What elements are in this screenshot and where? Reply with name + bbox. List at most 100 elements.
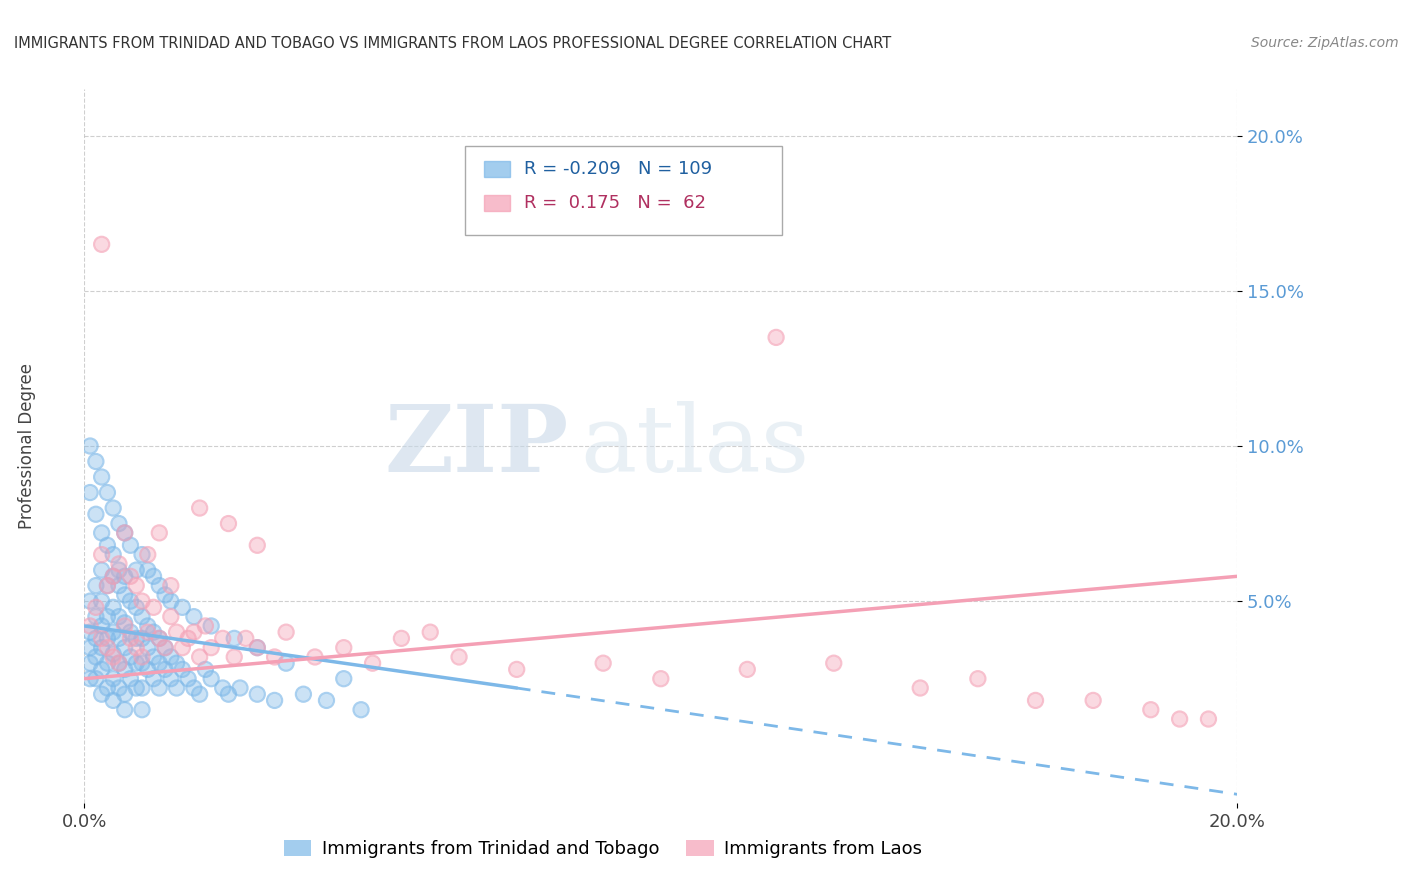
Point bbox=[148, 656, 170, 670]
Point bbox=[120, 650, 142, 665]
Point bbox=[1168, 712, 1191, 726]
Point bbox=[84, 609, 107, 624]
Point bbox=[90, 594, 112, 608]
Point bbox=[108, 656, 131, 670]
Point bbox=[188, 501, 211, 516]
Point bbox=[84, 508, 107, 522]
Point bbox=[90, 662, 112, 676]
Text: IMMIGRANTS FROM TRINIDAD AND TOBAGO VS IMMIGRANTS FROM LAOS PROFESSIONAL DEGREE : IMMIGRANTS FROM TRINIDAD AND TOBAGO VS I… bbox=[14, 36, 891, 51]
Point bbox=[131, 548, 153, 562]
Point bbox=[160, 579, 183, 593]
Point bbox=[153, 640, 176, 655]
Point bbox=[160, 650, 183, 665]
Point bbox=[188, 687, 211, 701]
Point bbox=[246, 640, 269, 655]
Point bbox=[84, 454, 107, 468]
Point bbox=[96, 609, 118, 624]
Point bbox=[84, 454, 107, 468]
Point bbox=[136, 640, 159, 655]
Point bbox=[103, 569, 124, 583]
Point bbox=[120, 650, 142, 665]
Point bbox=[229, 681, 252, 695]
Point bbox=[419, 625, 441, 640]
Point bbox=[136, 619, 159, 633]
Point bbox=[103, 647, 124, 661]
Point bbox=[194, 619, 217, 633]
Point bbox=[148, 632, 170, 646]
Point bbox=[153, 640, 176, 655]
Point bbox=[114, 619, 136, 633]
Point bbox=[114, 687, 136, 701]
Point bbox=[263, 693, 285, 707]
Point bbox=[90, 525, 112, 540]
Point bbox=[136, 563, 159, 577]
Point bbox=[120, 672, 142, 686]
Point bbox=[114, 703, 136, 717]
Point bbox=[103, 501, 124, 516]
Point bbox=[120, 569, 142, 583]
Point bbox=[90, 619, 112, 633]
Point bbox=[142, 625, 165, 640]
Point bbox=[1083, 693, 1105, 707]
Point bbox=[188, 650, 211, 665]
Point bbox=[218, 516, 240, 531]
Point bbox=[114, 615, 136, 630]
Point bbox=[96, 640, 118, 655]
Point bbox=[148, 681, 170, 695]
Point bbox=[79, 439, 101, 453]
Point bbox=[1140, 703, 1163, 717]
Point bbox=[84, 508, 107, 522]
Point bbox=[160, 650, 183, 665]
Point bbox=[172, 662, 194, 676]
Point bbox=[333, 672, 356, 686]
Point bbox=[263, 650, 285, 665]
Text: Professional Degree: Professional Degree bbox=[18, 363, 35, 529]
Point bbox=[108, 632, 131, 646]
Point bbox=[108, 632, 131, 646]
Point bbox=[108, 656, 131, 670]
Point bbox=[292, 687, 315, 701]
Point bbox=[218, 516, 240, 531]
Point bbox=[823, 656, 845, 670]
Point bbox=[172, 600, 194, 615]
Point bbox=[131, 650, 153, 665]
Point bbox=[177, 632, 200, 646]
Point bbox=[79, 656, 101, 670]
Point bbox=[96, 609, 118, 624]
Point bbox=[292, 687, 315, 701]
Point bbox=[131, 609, 153, 624]
Point bbox=[108, 563, 131, 577]
Point bbox=[246, 640, 269, 655]
Point bbox=[166, 656, 188, 670]
Point bbox=[96, 656, 118, 670]
Point bbox=[120, 538, 142, 552]
Point bbox=[120, 594, 142, 608]
Point bbox=[125, 640, 148, 655]
Point bbox=[166, 681, 188, 695]
Point bbox=[153, 640, 176, 655]
Point bbox=[125, 600, 148, 615]
Point bbox=[114, 615, 136, 630]
Point bbox=[90, 640, 112, 655]
Point bbox=[211, 681, 233, 695]
Point bbox=[160, 672, 183, 686]
Point bbox=[84, 579, 107, 593]
Point bbox=[120, 625, 142, 640]
Point bbox=[96, 538, 118, 552]
Point bbox=[136, 563, 159, 577]
Point bbox=[148, 681, 170, 695]
Point bbox=[218, 687, 240, 701]
Point bbox=[235, 632, 257, 646]
Point bbox=[160, 609, 183, 624]
Point bbox=[103, 650, 124, 665]
Point bbox=[96, 632, 118, 646]
Point bbox=[246, 687, 269, 701]
Point bbox=[90, 687, 112, 701]
Point bbox=[90, 525, 112, 540]
Point bbox=[84, 650, 107, 665]
Point bbox=[142, 672, 165, 686]
Point bbox=[84, 632, 107, 646]
Point bbox=[148, 632, 170, 646]
Point bbox=[103, 625, 124, 640]
Point bbox=[103, 672, 124, 686]
